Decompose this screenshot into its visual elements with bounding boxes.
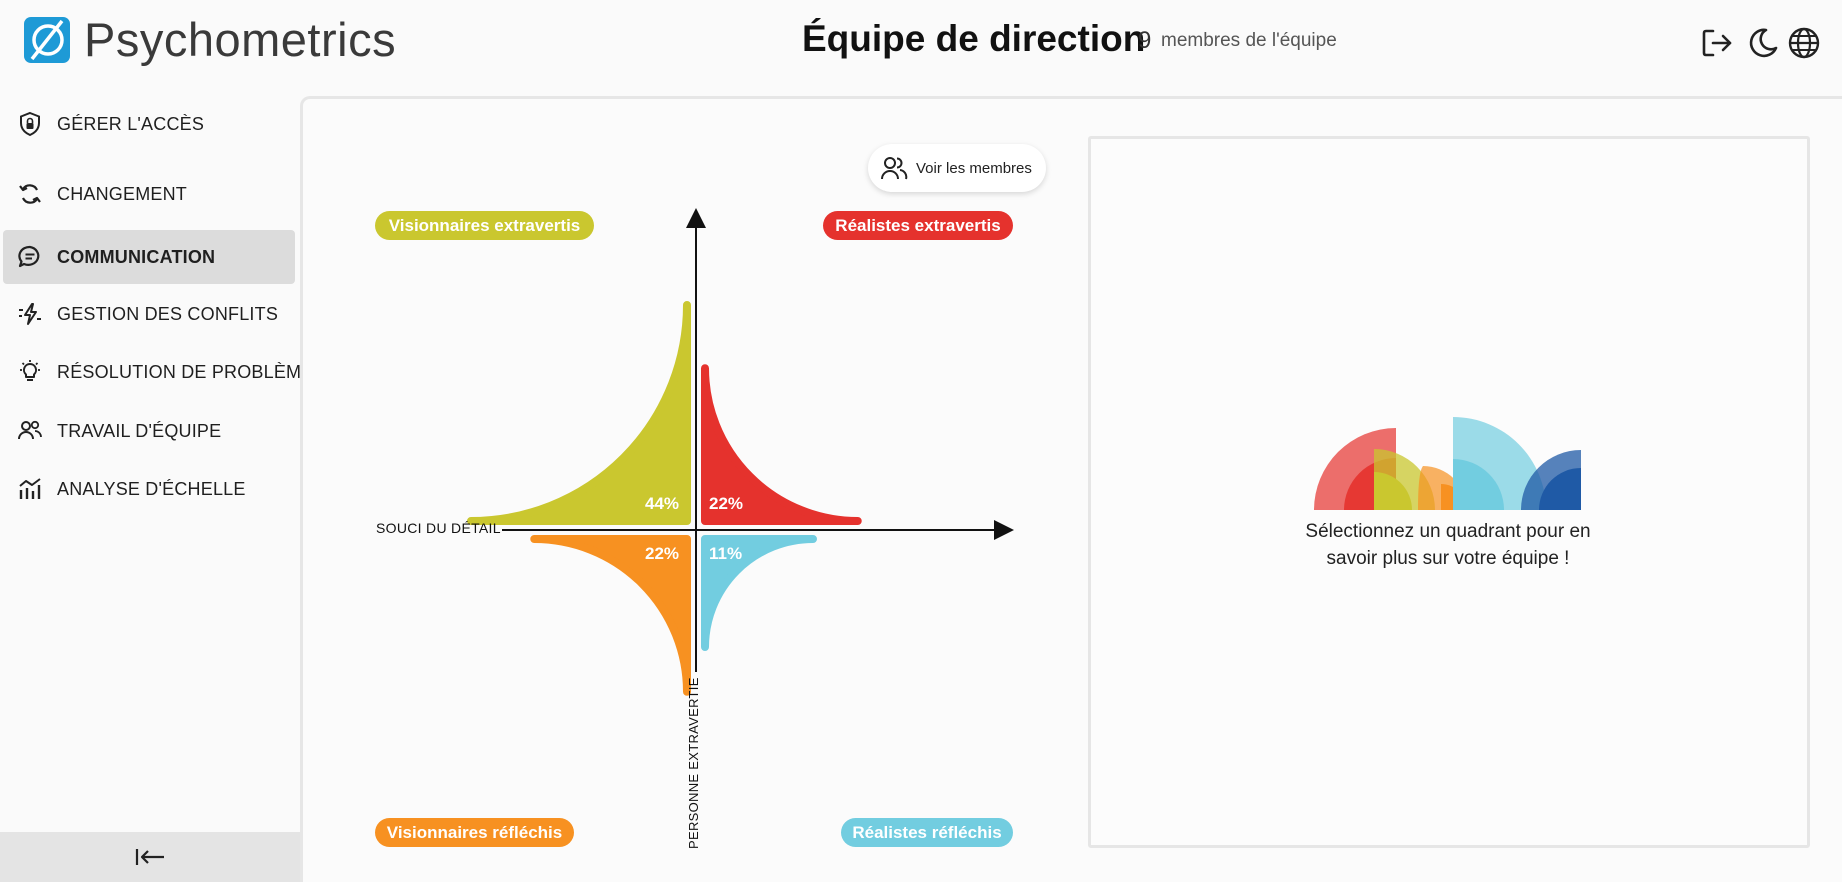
y-axis-label: PERSONNE EXTRAVERTIE — [686, 677, 701, 849]
view-members-button[interactable]: Voir les membres — [868, 144, 1046, 192]
percentage-label: 22% — [709, 494, 744, 513]
sidebar-item-problem-solving[interactable]: RÉSOLUTION DE PROBLÈMES — [3, 345, 325, 399]
logo-icon[interactable] — [24, 17, 70, 63]
lightning-icon — [19, 303, 41, 325]
info-message: Sélectionnez un quadrant pour en savoir … — [1305, 521, 1591, 569]
collapse-left-icon — [135, 849, 164, 865]
sidebar-item-change[interactable]: CHANGEMENT — [3, 167, 295, 221]
quadrant-label-realists-extravert[interactable]: Réalistes extravertis — [823, 211, 1013, 240]
sidebar-item-label: ANALYSE D'ÉCHELLE — [57, 478, 246, 499]
chat-icon — [18, 245, 40, 268]
x-axis-label: SOUCI DU DÉTAIL — [376, 520, 501, 536]
slice-realists-reflective[interactable] — [701, 535, 817, 651]
slice-realists-extravert[interactable] — [701, 364, 862, 525]
sidebar-item-scale-analysis[interactable]: ANALYSE D'ÉCHELLE — [3, 462, 295, 516]
sidebar-item-label: GESTION DES CONFLITS — [57, 303, 279, 324]
chart-icon — [19, 478, 41, 499]
users-icon — [18, 420, 42, 440]
globe-icon[interactable] — [1787, 26, 1821, 60]
sidebar-item-manage-access[interactable]: GÉRER L'ACCÈS — [3, 97, 295, 151]
moon-icon[interactable] — [1746, 26, 1780, 60]
shield-lock-icon — [20, 111, 40, 137]
slice-visionaries-reflective[interactable] — [530, 535, 691, 696]
percentage-label: 11% — [709, 544, 743, 563]
member-count: 9 — [1138, 27, 1152, 54]
app-header: Psychometrics Équipe de direction 9 memb… — [0, 0, 1842, 96]
app-name: Psychometrics — [84, 13, 397, 66]
quadrant-label-visionaries-reflective[interactable]: Visionnaires réfléchis — [375, 818, 574, 847]
view-members-label: Voir les membres — [916, 159, 1032, 177]
sidebar-item-communication[interactable]: COMMUNICATION — [3, 230, 295, 284]
refresh-icon — [19, 184, 41, 204]
team-title: Équipe de direction — [802, 18, 1146, 59]
sidebar-item-teamwork[interactable]: TRAVAIL D'ÉQUIPE — [3, 404, 295, 458]
sidebar-item-label: COMMUNICATION — [57, 246, 216, 267]
sidebar-item-label: TRAVAIL D'ÉQUIPE — [57, 420, 222, 441]
sidebar: GÉRER L'ACCÈS CHANGEMENT COMMUNICATION G… — [0, 96, 325, 882]
sidebar-item-label: GÉRER L'ACCÈS — [57, 113, 205, 134]
team-illustration — [1314, 417, 1581, 510]
sidebar-item-label: CHANGEMENT — [57, 183, 188, 204]
percentage-label: 22% — [645, 544, 680, 563]
users-icon — [881, 157, 908, 180]
lightbulb-icon — [20, 360, 40, 381]
sidebar-item-label: RÉSOLUTION DE PROBLÈMES — [57, 361, 326, 382]
quadrant-label-realists-reflective[interactable]: Réalistes réfléchis — [841, 818, 1013, 847]
quadrant-label-visionaries-extravert[interactable]: Visionnaires extravertis — [375, 211, 594, 240]
sidebar-item-conflict-management[interactable]: GESTION DES CONFLITS — [3, 287, 295, 341]
percentage-label: 44% — [645, 494, 680, 513]
member-count-label: membres de l'équipe — [1161, 30, 1337, 51]
sidebar-collapse-button[interactable] — [0, 832, 300, 882]
logout-icon[interactable] — [1700, 26, 1734, 60]
slice-visionaries-extravert[interactable] — [467, 301, 691, 525]
